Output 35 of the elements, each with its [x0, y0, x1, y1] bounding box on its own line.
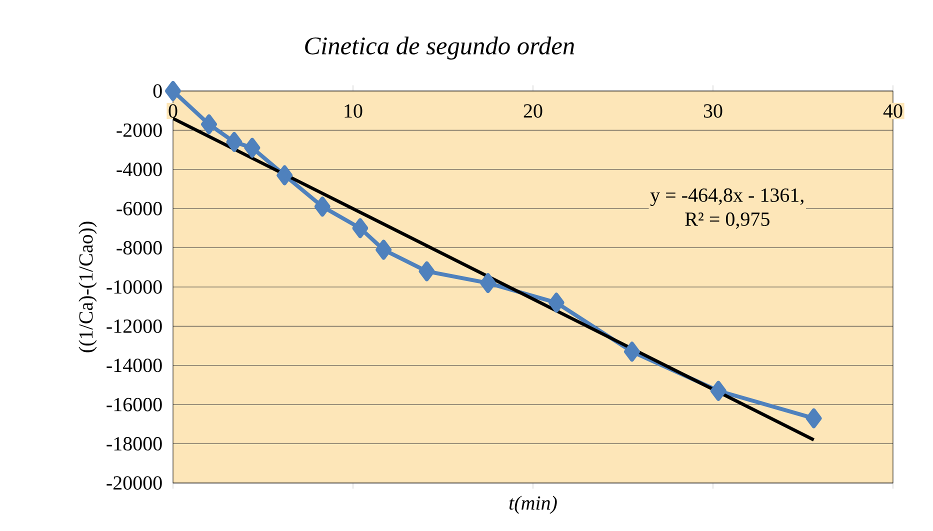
y-tick-label: -20000 [106, 476, 162, 490]
x-tick-label: 40 [883, 104, 902, 118]
point [276, 165, 293, 186]
x-tick-label: 10 [344, 104, 362, 118]
point [624, 342, 640, 362]
point [480, 273, 496, 294]
y-tick-label: -18000 [106, 437, 162, 451]
y-axis-title: ((1/Ca)-(1/Cao)) [78, 222, 97, 352]
x-tick-label: 30 [704, 104, 722, 118]
point [226, 132, 242, 152]
point [314, 196, 330, 217]
point [352, 218, 368, 238]
y-tick-label: -14000 [106, 358, 162, 372]
y-tick-label: -4000 [116, 162, 162, 176]
y-tick-label: -6000 [116, 202, 162, 216]
annotation: y = -464,8x - 1361, [650, 188, 804, 206]
y-tick-label: -8000 [116, 241, 162, 255]
point [548, 292, 564, 313]
y-tick-label: -2000 [116, 123, 162, 137]
x-tick-label: 0 [168, 104, 178, 118]
x-axis-title: t(min) [509, 496, 557, 514]
point [710, 380, 726, 401]
point [244, 138, 260, 158]
point [165, 80, 182, 101]
y-tick-label: 0 [153, 84, 162, 98]
point [201, 114, 218, 134]
y-tick-label: -12000 [106, 319, 162, 333]
point [376, 240, 392, 260]
chart-title: Cinetica de segundo orden [305, 36, 574, 60]
point [806, 408, 822, 428]
x-tick-label: 20 [524, 104, 542, 118]
point [418, 261, 435, 282]
annotation: R² = 0,975 [685, 212, 770, 229]
y-tick-label: -16000 [106, 398, 162, 412]
y-tick-label: -10000 [106, 280, 162, 294]
